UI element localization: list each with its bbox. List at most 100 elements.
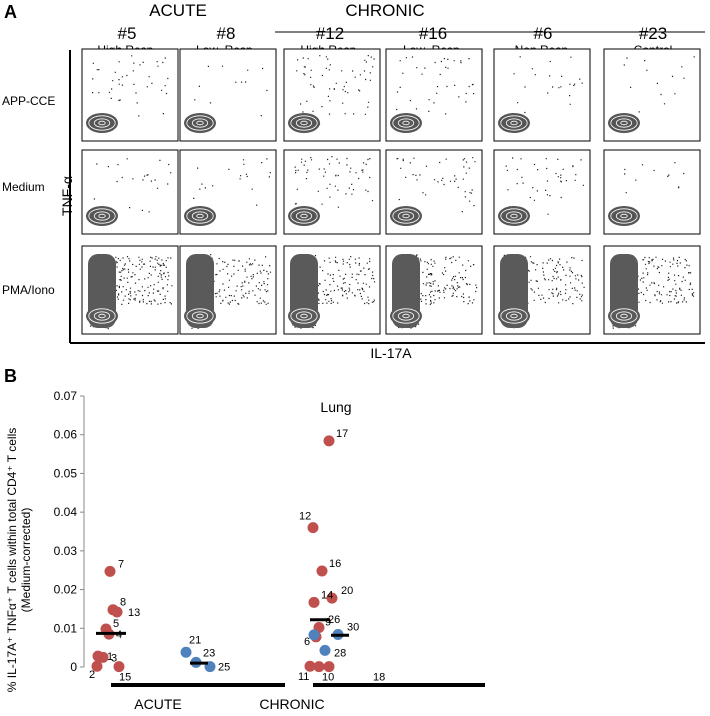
contour-line: [510, 120, 518, 126]
flow-plot-1-6: [603, 48, 701, 142]
point-label-15: 15: [119, 672, 131, 684]
population-blob: [608, 113, 640, 133]
contour-line: [392, 115, 420, 131]
data-point-17: [323, 435, 335, 447]
row-label-app-cce: APP-CCE: [2, 94, 55, 108]
contour-line: [397, 118, 415, 128]
flow-plot-2-2: [179, 149, 277, 235]
population-column: [392, 254, 420, 328]
point-label-28: 28: [334, 647, 346, 659]
y-tick-label: 0.04: [54, 505, 78, 519]
point-label-14: 14: [321, 589, 333, 601]
contour-line: [295, 311, 313, 321]
population-blob: [86, 113, 118, 133]
subject-id-8: #8: [217, 24, 236, 43]
contour-line: [615, 211, 633, 221]
data-point-14: [308, 596, 320, 608]
population-blob: [390, 113, 422, 133]
data-point-15: [113, 661, 125, 673]
flow-plot-1-2: [179, 48, 277, 142]
y-tick-label: 0.02: [54, 583, 78, 597]
contour-line: [196, 120, 204, 126]
contour-line: [88, 308, 116, 324]
contour-line: [620, 213, 628, 219]
point-label-9: 9: [325, 617, 331, 629]
contour-line: [620, 313, 628, 319]
flow-plot-3-1: [81, 245, 179, 335]
point-label-10: 10: [322, 672, 334, 684]
flow-plot-3-5: [493, 245, 591, 335]
contour-line: [397, 211, 415, 221]
population-column: [290, 254, 318, 328]
point-label-6: 6: [304, 636, 310, 648]
subject-id-16: #16: [419, 24, 447, 43]
contour-line: [98, 213, 106, 219]
population-column: [186, 254, 214, 328]
population-blob: [498, 113, 530, 133]
population-blob: [288, 206, 320, 226]
point-label-7: 7: [118, 558, 124, 570]
group-label-acute: ACUTE: [149, 1, 207, 20]
data-point-20: [326, 592, 338, 604]
contour-line: [196, 213, 204, 219]
contour-line: [510, 313, 518, 319]
panel-b-label: B: [4, 366, 17, 386]
contour-line: [290, 308, 318, 324]
contour-line: [620, 120, 628, 126]
contour-line: [93, 211, 111, 221]
data-point-2: [91, 660, 103, 672]
data-point-10: [313, 661, 325, 673]
point-label-13: 13: [128, 607, 140, 619]
flow-plot-1-3: [283, 48, 381, 142]
contour-line: [98, 120, 106, 126]
y-tick-label: 0.07: [54, 389, 78, 403]
data-point-7: [104, 565, 116, 577]
contour-line: [98, 313, 106, 319]
data-point-3: [97, 651, 109, 663]
flow-plot-2-1: [81, 149, 179, 235]
data-point-28: [319, 644, 331, 656]
contour-line: [300, 120, 308, 126]
population-column: [500, 254, 528, 328]
contour-line: [392, 308, 420, 324]
contour-line: [191, 118, 209, 128]
contour-line: [88, 115, 116, 131]
point-label-26: 26: [328, 614, 340, 626]
flow-plot-3-2: [179, 245, 277, 335]
point-label-17: 17: [336, 428, 348, 440]
contour-line: [300, 313, 308, 319]
contour-line: [93, 118, 111, 128]
row-label-pma-iono: PMA/Iono: [2, 283, 55, 297]
row-label-medium: Medium: [2, 180, 45, 194]
flow-plot-2-5: [493, 149, 591, 235]
contour-line: [510, 213, 518, 219]
contour-line: [397, 311, 415, 321]
point-label-18: 18: [373, 672, 385, 684]
group-label-chronic: CHRONIC: [345, 1, 424, 20]
contour-line: [610, 115, 638, 131]
flow-plot-1-4: [385, 48, 483, 142]
point-label-21: 21: [189, 634, 201, 646]
contour-line: [500, 208, 528, 224]
contour-line: [290, 115, 318, 131]
contour-line: [300, 213, 308, 219]
contour-line: [500, 115, 528, 131]
point-label-5: 5: [113, 618, 119, 630]
contour-line: [610, 208, 638, 224]
panel-a-label: A: [4, 2, 17, 22]
population-blob: [498, 206, 530, 226]
population-column: [610, 254, 638, 328]
population-blob: [390, 206, 422, 226]
point-label-12: 12: [299, 511, 311, 523]
tnf-alpha-axis-label: TNF-α: [59, 176, 75, 216]
contour-line: [93, 311, 111, 321]
flow-plot-3-4: [385, 245, 483, 335]
contour-line: [186, 208, 214, 224]
y-axis-label: % IL-17A⁺ TNFα⁺ T cells within total CD4…: [5, 428, 19, 692]
contour-line: [615, 311, 633, 321]
contour-line: [191, 211, 209, 221]
point-label-20: 20: [341, 585, 353, 597]
y-ticks: 0 0.01 0.02 0.03 0.04 0.05 0.06 0.07: [54, 389, 84, 674]
contour-line: [615, 118, 633, 128]
point-label-8: 8: [120, 597, 126, 609]
